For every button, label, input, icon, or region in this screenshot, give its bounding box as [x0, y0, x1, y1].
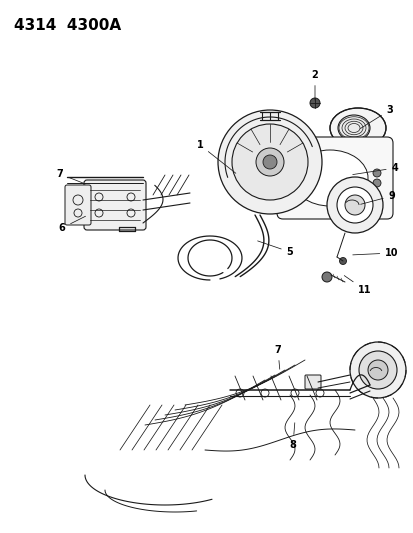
FancyBboxPatch shape — [304, 375, 320, 389]
Circle shape — [218, 110, 321, 214]
Text: 3: 3 — [359, 105, 392, 128]
FancyBboxPatch shape — [276, 137, 392, 219]
FancyBboxPatch shape — [65, 185, 91, 225]
Circle shape — [326, 177, 382, 233]
Circle shape — [367, 360, 387, 380]
Text: 4: 4 — [352, 163, 397, 175]
Circle shape — [231, 124, 307, 200]
FancyBboxPatch shape — [84, 180, 146, 230]
Text: 7: 7 — [274, 345, 281, 369]
Circle shape — [255, 148, 283, 176]
Circle shape — [336, 187, 372, 223]
Text: 6: 6 — [59, 216, 85, 233]
Circle shape — [349, 342, 405, 398]
Text: 8: 8 — [289, 423, 296, 450]
Circle shape — [358, 351, 396, 389]
Circle shape — [372, 179, 380, 187]
Text: 5: 5 — [257, 241, 293, 257]
Text: 4314  4300A: 4314 4300A — [14, 18, 121, 33]
Text: 1: 1 — [196, 140, 235, 173]
Circle shape — [321, 272, 331, 282]
Ellipse shape — [337, 115, 369, 141]
Circle shape — [344, 195, 364, 215]
Text: 9: 9 — [360, 191, 394, 204]
Text: 11: 11 — [344, 276, 371, 295]
Circle shape — [262, 155, 276, 169]
Ellipse shape — [329, 108, 385, 148]
Circle shape — [372, 169, 380, 177]
Text: 10: 10 — [352, 248, 398, 258]
Text: 2: 2 — [311, 70, 318, 100]
Ellipse shape — [291, 150, 367, 206]
Circle shape — [309, 98, 319, 108]
Text: 7: 7 — [57, 169, 85, 184]
Circle shape — [339, 257, 346, 264]
